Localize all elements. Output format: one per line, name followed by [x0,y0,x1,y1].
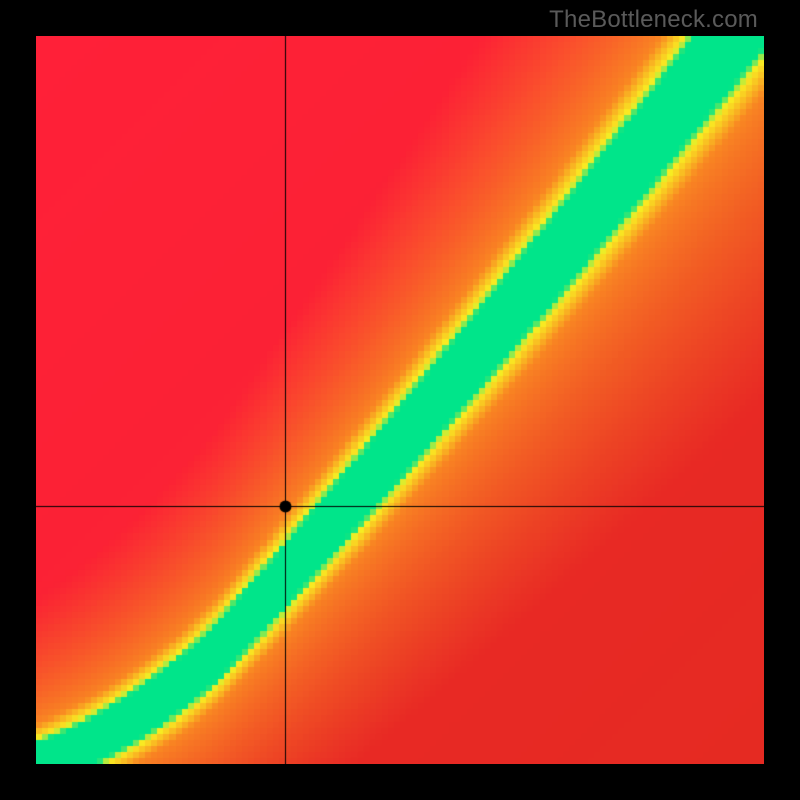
site-watermark: TheBottleneck.com [549,6,758,34]
bottleneck-heatmap [36,36,764,764]
